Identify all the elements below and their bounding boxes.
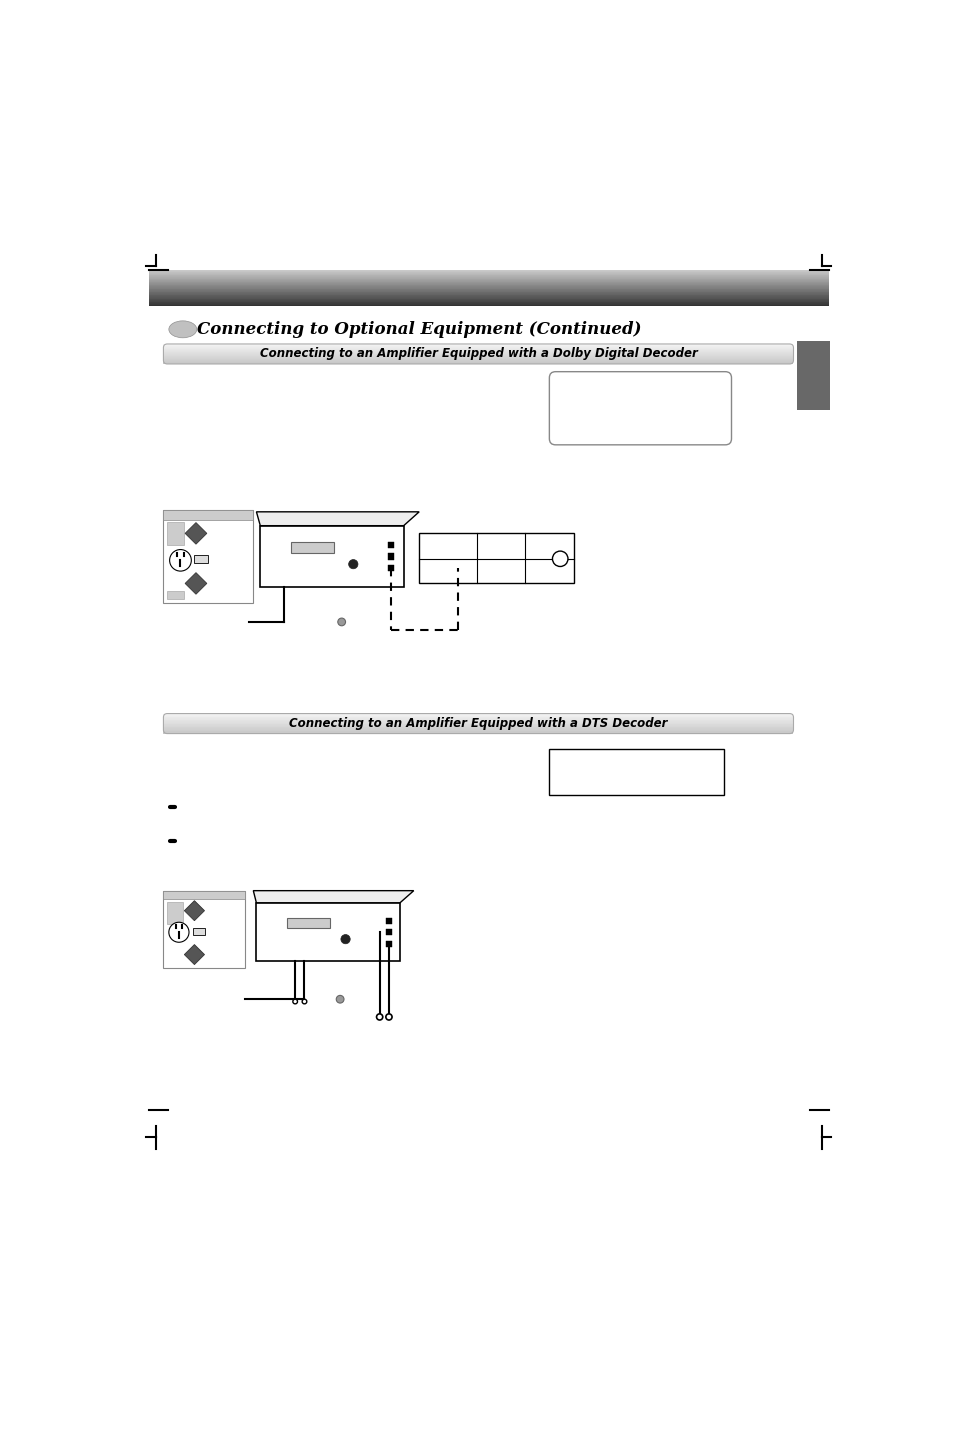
Bar [260, 526, 403, 587]
FancyBboxPatch shape [549, 372, 731, 444]
Text: Connecting to an Amplifier Equipped with a DTS Decoder: Connecting to an Amplifier Equipped with… [289, 717, 667, 730]
Polygon shape [184, 945, 204, 965]
Circle shape [552, 552, 567, 566]
Bar [797, 342, 829, 410]
Bar [388, 564, 394, 572]
Bar [167, 522, 184, 544]
Bar [388, 542, 394, 547]
Circle shape [340, 935, 350, 943]
Bar [256, 903, 399, 960]
Bar [167, 902, 183, 923]
Bar [385, 917, 392, 923]
Bar [385, 940, 392, 947]
Circle shape [302, 999, 307, 1003]
Circle shape [348, 560, 357, 569]
Polygon shape [185, 523, 207, 544]
Circle shape [170, 550, 192, 572]
Bar [163, 892, 245, 969]
Circle shape [385, 1013, 392, 1020]
Bar [163, 510, 253, 603]
Bar [167, 592, 184, 599]
Polygon shape [256, 512, 418, 526]
Circle shape [337, 619, 345, 626]
Polygon shape [253, 890, 414, 903]
Text: Connecting to Optional Equipment (Continued): Connecting to Optional Equipment (Contin… [196, 322, 640, 337]
Bar [549, 749, 723, 795]
Bar [193, 929, 205, 936]
Bar [385, 929, 392, 936]
Circle shape [169, 922, 189, 942]
Circle shape [335, 996, 344, 1003]
Bar [418, 533, 574, 583]
Circle shape [293, 999, 297, 1003]
Bar [291, 542, 334, 553]
Polygon shape [185, 573, 207, 594]
Bar [194, 554, 208, 563]
Text: Connecting to an Amplifier Equipped with a Dolby Digital Decoder: Connecting to an Amplifier Equipped with… [259, 347, 697, 360]
Circle shape [376, 1013, 382, 1020]
Bar [388, 553, 394, 560]
Bar [287, 919, 330, 929]
Bar [163, 510, 253, 520]
Ellipse shape [169, 322, 196, 337]
Polygon shape [184, 900, 204, 920]
Bar [163, 892, 245, 899]
